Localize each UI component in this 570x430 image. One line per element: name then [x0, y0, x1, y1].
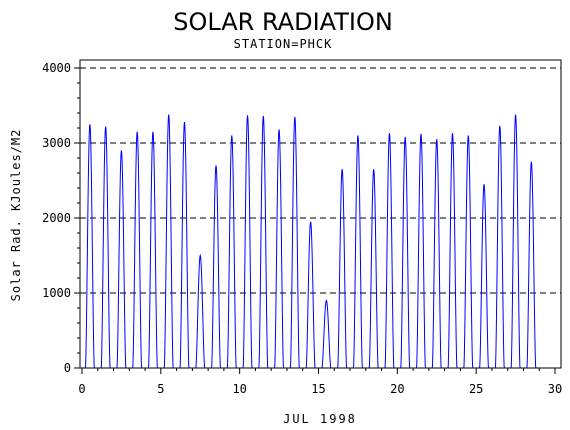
daily-peak-point: [341, 168, 343, 170]
daily-peak-point: [357, 135, 359, 137]
daily-peak-point: [120, 150, 122, 152]
daily-peak-point: [231, 135, 233, 137]
daily-peak-point: [89, 123, 91, 125]
daily-peak-point: [199, 255, 201, 257]
daily-peak-point: [467, 135, 469, 137]
daily-peak-point: [404, 136, 406, 138]
y-axis-label: Solar Rad. KJoules/M2: [9, 129, 23, 302]
chart-title: SOLAR RADIATION: [173, 8, 393, 36]
daily-peak-point: [515, 114, 517, 116]
daily-peak-point: [247, 114, 249, 116]
x-tick-label: 10: [232, 382, 246, 396]
x-tick-label: 20: [390, 382, 404, 396]
daily-peak-point: [530, 161, 532, 163]
y-tick-label: 4000: [42, 61, 71, 75]
daily-peak-point: [294, 116, 296, 118]
daily-peak-point: [183, 121, 185, 123]
daily-peak-point: [152, 131, 154, 133]
grid-lines: [80, 67, 561, 294]
daily-peak-point: [452, 132, 454, 134]
y-tick-label: 3000: [42, 136, 71, 150]
daily-peak-point: [483, 183, 485, 185]
daily-peak-point: [105, 126, 107, 128]
daily-peak-point: [436, 138, 438, 140]
x-tick-label: 5: [157, 382, 164, 396]
plot-frame: [79, 59, 562, 369]
daily-peak-point: [215, 165, 217, 167]
daily-peak-point: [278, 129, 280, 131]
daily-peak-point: [420, 133, 422, 135]
x-tick-label: 0: [78, 382, 85, 396]
daily-peak-point: [168, 114, 170, 116]
y-tick-label: 0: [64, 361, 71, 375]
daily-peak-point: [373, 168, 375, 170]
x-axis: 0 5 10 15 20 25 30: [78, 368, 562, 396]
daily-peak-point: [325, 300, 327, 302]
daily-peak-point: [499, 125, 501, 127]
daily-peak-point: [388, 132, 390, 134]
chart-subtitle: STATION=PHCK: [234, 37, 333, 51]
x-tick-label: 15: [311, 382, 325, 396]
series-group: [82, 114, 540, 369]
y-tick-label: 1000: [42, 286, 71, 300]
series-line: [82, 114, 540, 369]
daily-peak-point: [136, 131, 138, 133]
y-tick-label: 2000: [42, 211, 71, 225]
daily-peak-point: [310, 221, 312, 223]
x-axis-label: JUL 1998: [283, 412, 357, 426]
y-axis: 0 1000 2000 3000 4000: [42, 61, 80, 375]
x-tick-label: 30: [548, 382, 562, 396]
daily-peak-point: [262, 115, 264, 117]
x-tick-label: 25: [469, 382, 483, 396]
